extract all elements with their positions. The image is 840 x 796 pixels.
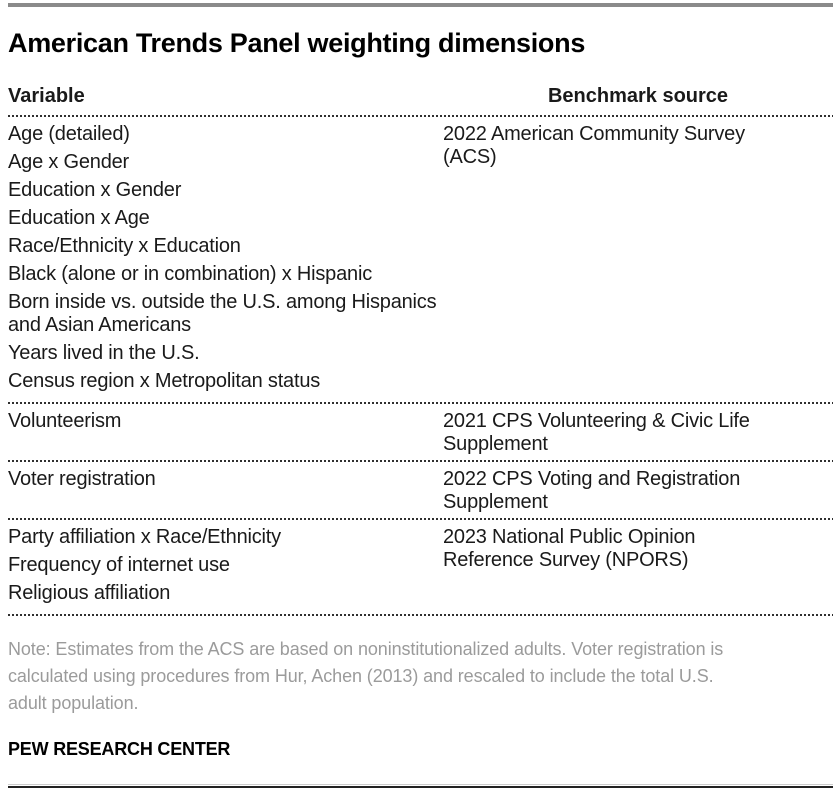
benchmark-cell: 2022 American Community Survey (ACS) xyxy=(443,123,833,169)
row-divider-line xyxy=(8,402,833,404)
variable-label: Race/Ethnicity x Education xyxy=(8,235,241,257)
top-divider-bar xyxy=(8,3,833,7)
variable-label: Black (alone or in combination) x Hispan… xyxy=(8,263,372,285)
source-attribution: PEW RESEARCH CENTER xyxy=(8,739,231,759)
variable-cell: Voter registration xyxy=(8,468,443,496)
benchmark-source-label: 2022 American Community Survey xyxy=(443,123,745,145)
benchmark-cell: 2023 National Public Opinion Reference Su… xyxy=(443,526,833,572)
benchmark-source-label: Supplement xyxy=(443,433,548,455)
column-header-benchmark-source: Benchmark source xyxy=(547,85,729,107)
benchmark-cell: 2022 CPS Voting and Registration Suppleme… xyxy=(443,468,833,514)
variable-label: Age (detailed) xyxy=(8,123,130,145)
benchmark-source-label: Supplement xyxy=(443,491,548,513)
note-line: Note: Estimates from the ACS are based o… xyxy=(8,639,724,659)
benchmark-source-label: (ACS) xyxy=(443,146,497,168)
variable-label: Born inside vs. outside the U.S. among H… xyxy=(8,291,437,336)
variable-label: Volunteerism xyxy=(8,410,122,432)
benchmark-source-label: 2023 National Public Opinion xyxy=(443,526,696,548)
variable-label: Years lived in the U.S. xyxy=(8,342,200,364)
variable-cell: Age (detailed) Age x Gender Education x Ge… xyxy=(8,123,443,398)
variable-label: Frequency of internet use xyxy=(8,554,230,576)
row-divider-line xyxy=(8,614,833,616)
variable-label: Party affiliation x Race/Ethnicity xyxy=(8,526,281,548)
benchmark-source-label: 2022 CPS Voting and Registration xyxy=(443,468,741,490)
table-row: Age (detailed) Age x Gender Education x Ge… xyxy=(8,117,833,402)
column-header-variable: Variable xyxy=(8,85,85,107)
note-line: calculated using procedures from Hur, Ac… xyxy=(8,666,714,686)
table-row: Volunteerism 2021 CPS Volunteering & Civi… xyxy=(8,404,833,460)
row-divider-line xyxy=(8,460,833,462)
table-body: Age (detailed) Age x Gender Education x Ge… xyxy=(8,117,833,616)
benchmark-cell: 2021 CPS Volunteering & Civic Life Supple… xyxy=(443,410,833,456)
variable-label: Age x Gender xyxy=(8,151,130,173)
note-line: adult population. xyxy=(8,693,139,713)
benchmark-source-label: 2021 CPS Volunteering & Civic Life xyxy=(443,410,750,432)
row-divider-line xyxy=(8,518,833,520)
chart-title: American Trends Panel weighting dimensio… xyxy=(8,28,586,58)
variable-label: Religious affiliation xyxy=(8,582,171,604)
header-divider-line xyxy=(8,115,833,117)
variable-cell: Volunteerism xyxy=(8,410,443,438)
table-header-row: Variable Benchmark source xyxy=(8,85,833,115)
bottom-divider-bar xyxy=(8,784,833,788)
table-row: Party affiliation x Race/Ethnicity Freque… xyxy=(8,520,833,614)
variable-label: Voter registration xyxy=(8,468,156,490)
benchmark-source-label: Reference Survey (NPORS) xyxy=(443,549,689,571)
variable-label: Education x Age xyxy=(8,207,150,229)
variable-label: Education x Gender xyxy=(8,179,182,201)
variable-cell: Party affiliation x Race/Ethnicity Freque… xyxy=(8,526,443,610)
note-text: Note: Estimates from the ACS are based o… xyxy=(8,636,833,717)
table-row: Voter registration 2022 CPS Voting and Re… xyxy=(8,462,833,518)
variable-label: Census region x Metropolitan status xyxy=(8,370,321,392)
